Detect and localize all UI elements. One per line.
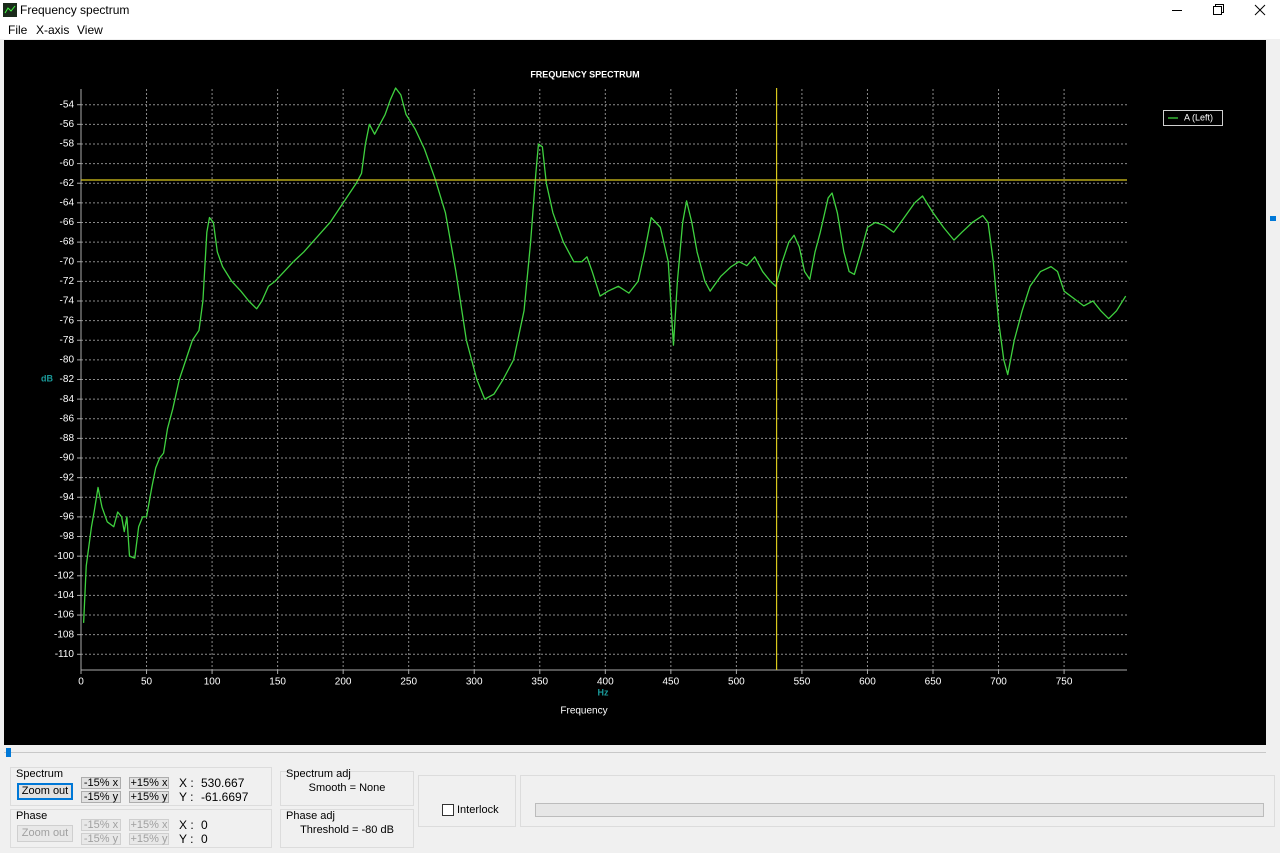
cursor-x-value: 530.667 bbox=[201, 776, 245, 790]
zoom-button: -15% x bbox=[81, 819, 121, 831]
y-tick-label: -72 bbox=[60, 276, 75, 287]
zoom-button[interactable]: -15% x bbox=[81, 777, 121, 789]
y-tick-label: -76 bbox=[60, 315, 75, 326]
y-tick-label: -66 bbox=[60, 217, 75, 228]
zoom-out-button: Zoom out bbox=[17, 825, 73, 842]
x-tick-label: 450 bbox=[663, 677, 680, 688]
y-tick-label: -58 bbox=[60, 139, 75, 150]
x-tick-label: 0 bbox=[78, 677, 84, 688]
y-tick-label: -68 bbox=[60, 237, 75, 248]
y-tick-label: -80 bbox=[60, 355, 75, 366]
x-tick-label: 500 bbox=[728, 677, 745, 688]
y-tick-label: -84 bbox=[60, 394, 75, 405]
zoom-button: -15% y bbox=[81, 833, 121, 845]
legend: A (Left) bbox=[1163, 110, 1223, 126]
threshold-setting: Threshold = -80 dB bbox=[300, 824, 394, 836]
y-tick-label: -62 bbox=[60, 178, 75, 189]
group-title: Spectrum adj bbox=[286, 768, 351, 780]
y-tick-label: -88 bbox=[60, 433, 75, 444]
y-tick-label: -106 bbox=[54, 610, 74, 621]
x-tick-label: 50 bbox=[141, 677, 153, 688]
menu-bar: File X-axis View bbox=[0, 20, 1280, 39]
y-tick-label: -98 bbox=[60, 531, 75, 542]
phase-adj-group bbox=[280, 809, 414, 848]
legend-box bbox=[1163, 110, 1223, 126]
x-label: X : bbox=[179, 818, 194, 832]
x-tick-label: 400 bbox=[597, 677, 614, 688]
y-value: 0 bbox=[201, 832, 208, 846]
x-tick-label: 550 bbox=[794, 677, 811, 688]
y-tick-label: -74 bbox=[60, 296, 75, 307]
y-tick-label: -108 bbox=[54, 629, 74, 640]
zoom-button[interactable]: +15% y bbox=[129, 791, 169, 803]
y-tick-label: -82 bbox=[60, 374, 75, 385]
title-bar: Frequency spectrum bbox=[0, 0, 1280, 20]
zoom-button[interactable]: -15% y bbox=[81, 791, 121, 803]
y-label: Y : bbox=[179, 832, 194, 846]
zoom-button: +15% x bbox=[129, 819, 169, 831]
progress-group bbox=[520, 775, 1275, 827]
y-tick-label: -86 bbox=[60, 413, 75, 424]
x-label: X : bbox=[179, 776, 194, 790]
smooth-setting: Smooth = None bbox=[308, 782, 386, 794]
window-controls[interactable] bbox=[1160, 0, 1280, 20]
x-axis-label: Frequency bbox=[560, 706, 607, 717]
y-tick-label: -104 bbox=[54, 590, 74, 601]
menu-item[interactable]: File bbox=[8, 23, 28, 37]
y-tick-label: -92 bbox=[60, 472, 75, 483]
progress-bar bbox=[535, 803, 1264, 817]
interlock-label[interactable]: Interlock bbox=[457, 804, 499, 816]
y-tick-label: -110 bbox=[55, 649, 75, 660]
y-label: Y : bbox=[179, 790, 194, 804]
cursor-y-value: -61.6697 bbox=[201, 790, 249, 804]
y-tick-label: -54 bbox=[60, 99, 75, 110]
chart-background bbox=[4, 40, 1266, 745]
menu-item[interactable]: X-axis bbox=[36, 23, 70, 37]
spectrum-adj-group bbox=[280, 771, 414, 806]
zoom-button[interactable]: +15% x bbox=[129, 777, 169, 789]
y-tick-label: -100 bbox=[54, 551, 74, 562]
group-title: Phase bbox=[16, 810, 48, 822]
horizontal-slider[interactable] bbox=[0, 745, 1280, 761]
menu-item[interactable]: View bbox=[77, 23, 103, 37]
chart-title: FREQUENCY SPECTRUM bbox=[530, 69, 639, 79]
y-tick-label: -56 bbox=[60, 119, 75, 130]
x-axis-unit: Hz bbox=[598, 687, 609, 697]
x-tick-label: 200 bbox=[335, 677, 352, 688]
y-tick-label: -94 bbox=[60, 492, 75, 503]
x-tick-label: 600 bbox=[859, 677, 876, 688]
vertical-slider[interactable] bbox=[1266, 40, 1280, 745]
y-tick-label: -96 bbox=[60, 512, 75, 523]
x-value: 0 bbox=[201, 818, 208, 832]
x-tick-label: 350 bbox=[531, 677, 548, 688]
y-tick-label: -90 bbox=[60, 453, 75, 464]
x-tick-label: 250 bbox=[400, 677, 417, 688]
x-tick-label: 100 bbox=[204, 677, 221, 688]
app-icon bbox=[3, 3, 17, 17]
group-title: Phase adj bbox=[286, 810, 335, 822]
x-tick-label: 300 bbox=[466, 677, 483, 688]
interlock-group bbox=[418, 775, 516, 827]
y-tick-label: -102 bbox=[54, 570, 74, 581]
x-tick-label: 150 bbox=[269, 677, 286, 688]
window-title: Frequency spectrum bbox=[20, 3, 130, 17]
y-tick-label: -64 bbox=[60, 197, 75, 208]
y-axis-label: dB bbox=[41, 373, 53, 383]
zoom-out-button[interactable]: Zoom out bbox=[17, 783, 73, 800]
zoom-button: +15% y bbox=[129, 833, 169, 845]
legend-label: A (Left) bbox=[1184, 112, 1213, 122]
spectrum-line bbox=[82, 87, 1127, 623]
chart: FREQUENCY SPECTRUM dB Hz Frequency -54 -5… bbox=[4, 40, 1266, 745]
x-tick-label: 750 bbox=[1056, 677, 1073, 688]
y-tick-label: -70 bbox=[60, 256, 75, 267]
y-tick-label: -60 bbox=[60, 158, 75, 169]
x-tick-label: 700 bbox=[990, 677, 1007, 688]
x-tick-label: 650 bbox=[925, 677, 942, 688]
y-tick-label: -78 bbox=[60, 335, 75, 346]
interlock-checkbox[interactable] bbox=[442, 804, 455, 817]
group-title: Spectrum bbox=[16, 768, 64, 780]
